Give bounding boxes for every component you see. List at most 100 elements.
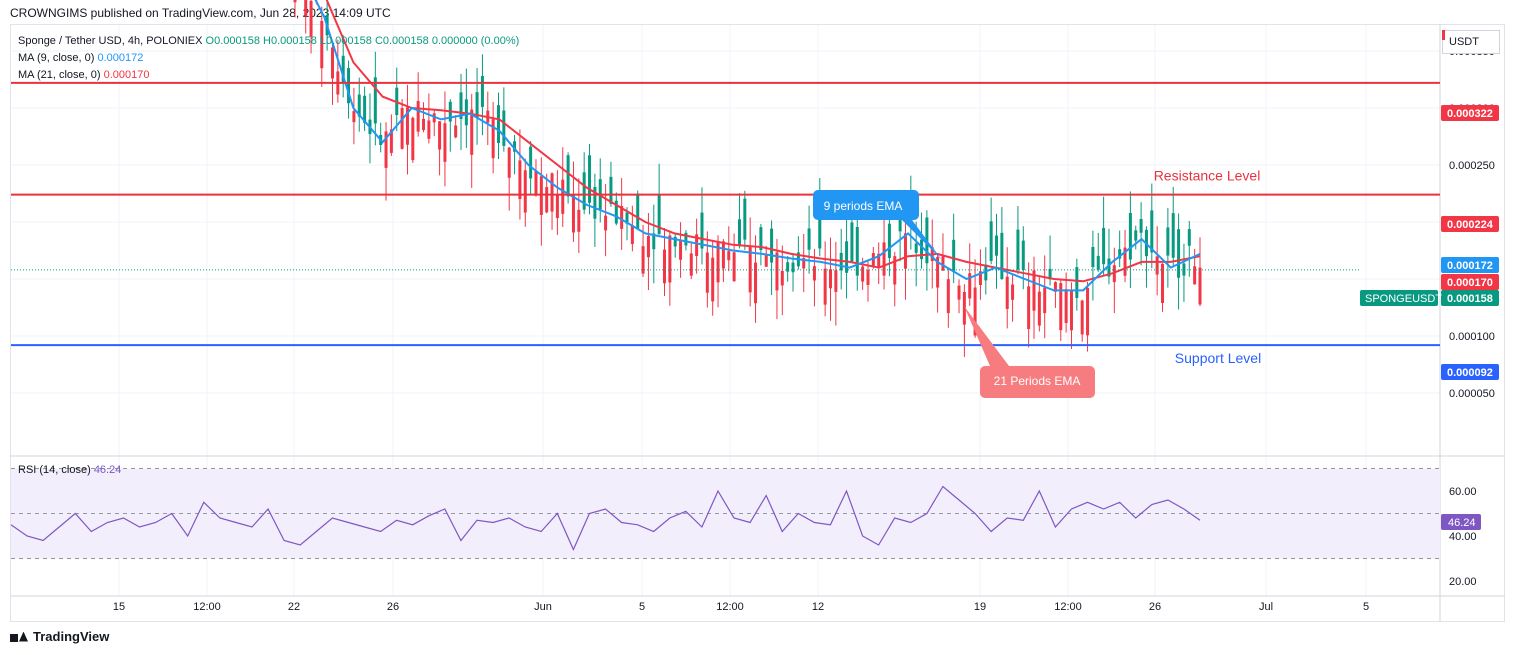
rsi-legend-value: 46.24 [93,464,122,476]
candle-body [459,92,463,119]
price-label-text: 0.000172 [1447,260,1493,272]
candle-body [443,123,447,162]
candle-body [737,219,741,246]
x-axis-tick-label: 5 [1363,601,1369,613]
x-axis-tick-label: Jun [534,601,552,613]
candle-body [743,198,747,240]
price-label-badge [1441,274,1499,290]
ma9-value: 0.000172 [97,52,144,64]
candle-body [973,287,977,336]
rsi-legend[interactable]: RSI (14, close) 46.24 [18,464,121,476]
candle-body [1193,266,1197,285]
rsi-label: RSI (14, close) [18,464,91,476]
candle-body [732,252,736,282]
ema9-callout-shape [813,190,942,260]
candle-body [764,254,768,267]
candle-body [818,208,822,249]
price-label-text: 0.000322 [1447,108,1493,120]
candle-body [1043,287,1047,314]
candle-body [1177,229,1181,278]
candle-body [518,160,522,200]
candle-body [1187,229,1191,246]
candle-body [330,47,334,79]
candle-body [1161,263,1165,303]
candle-body [754,262,758,304]
symbol-tag-text: SPONGEUSDT [1365,293,1442,305]
candle-body [1005,276,1009,309]
resistance-level-label: Resistance Level [1154,168,1261,184]
candle-body [1102,227,1106,265]
candle-body [352,111,356,123]
candle-body [903,233,907,269]
candle-body [957,285,961,300]
candle-body [1027,286,1031,330]
candle-body [968,273,972,299]
candle-body [496,105,500,144]
tradingview-logo[interactable]: TradingView [10,629,109,644]
candle-body [341,55,345,84]
support-level-label: Support Level [1175,350,1261,366]
symbol-tag-badge [1360,290,1438,306]
candle-body [759,227,763,251]
price-label-text: 0.000224 [1447,219,1494,231]
ma21-label: MA (21, close, 0) [18,69,101,81]
candle-body [545,187,549,213]
rsi-value-text: 46.24 [1448,517,1476,529]
candle-body [1059,283,1063,331]
candle-body [405,107,409,145]
candle-body [1086,287,1090,336]
x-axis-tick-label: 12:00 [1054,601,1082,613]
candle-body [711,257,715,302]
y-axis-tick-label: 0.000100 [1449,331,1495,343]
symbol-legend[interactable]: Sponge / Tether USD, 4h, POLONIEX O0.000… [18,35,519,47]
candle-body [1021,240,1025,270]
candle-body [662,249,666,284]
candle-body [614,200,618,224]
candle-body [320,20,324,69]
candle-body [588,155,592,203]
candle-body [1118,249,1122,259]
candle-body [609,176,613,204]
price-label-badge [1441,257,1499,273]
candle-body [700,212,704,249]
candle-body [620,205,624,229]
candle-body [936,257,940,288]
candle-body [357,94,361,117]
tradingview-logo-text: TradingView [33,629,110,644]
candle-body [593,186,597,219]
candle-body [780,270,784,286]
candle-body [641,246,645,274]
candle-body [866,269,870,285]
candle-body [384,131,388,168]
candle-body [491,119,495,159]
candle-body [829,269,833,289]
ma21-legend[interactable]: MA (21, close, 0) 0.000170 [18,69,150,81]
candle-body [304,0,308,17]
x-axis-tick-label: 26 [1149,601,1161,613]
candle-body [978,271,982,285]
candle-body [1182,263,1186,276]
candle-body [571,194,575,233]
ma9-label: MA (9, close, 0) [18,52,95,64]
x-axis-tick-label: 22 [288,601,300,613]
candle-body [422,118,426,131]
candle-body [962,291,966,325]
chart-frame[interactable] [10,24,1505,622]
symbol-line[interactable]: Sponge / Tether USD, 4h, POLONIEX [18,35,203,47]
candle-body [389,129,393,153]
candle-body [427,120,431,139]
candle-body [689,253,693,276]
candle-body [791,262,795,273]
candle-body [893,256,897,285]
candle-body [1112,265,1116,283]
candle-body [582,172,586,210]
candle-body [566,155,570,197]
ema21-callout-shape [964,306,1095,398]
candle-body [845,241,849,273]
currency-button[interactable]: USDT [1442,30,1500,54]
candle-body [684,232,688,246]
rsi-axis-tick-label: 60.00 [1449,486,1477,498]
ma9-legend[interactable]: MA (9, close, 0) 0.000172 [18,52,143,64]
candle-body [347,68,351,104]
